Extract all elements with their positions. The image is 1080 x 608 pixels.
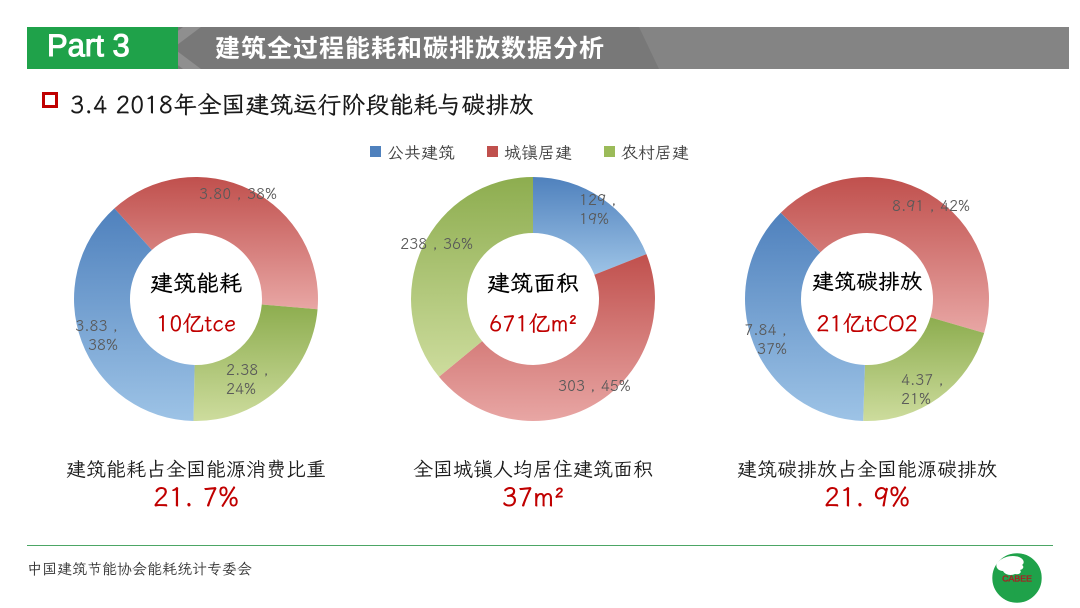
svg-text:CABEE: CABEE — [1002, 574, 1032, 584]
